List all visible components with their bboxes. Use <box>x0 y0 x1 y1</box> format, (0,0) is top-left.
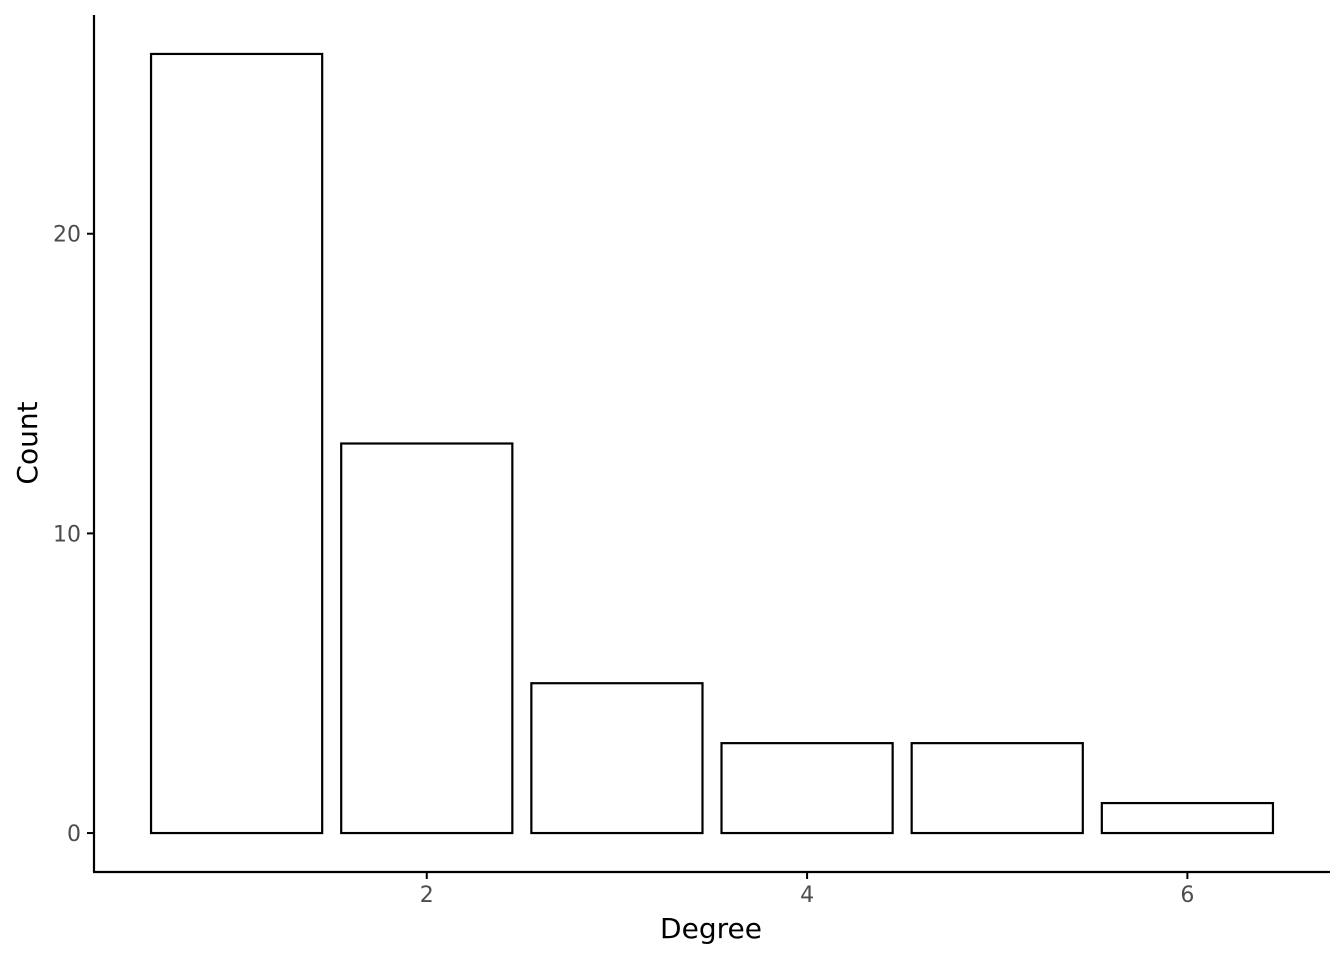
bar-degree-3 <box>530 682 704 835</box>
x-tick-label: 6 <box>1180 883 1194 908</box>
x-axis-ticks: 2 4 6 <box>420 872 1194 908</box>
bar-degree-4 <box>720 742 894 835</box>
x-tick-label: 2 <box>420 883 434 908</box>
y-tick-label: 0 <box>67 822 81 847</box>
bar-degree-6 <box>1100 801 1275 835</box>
bars-group <box>149 52 1275 835</box>
bar-degree-1 <box>149 52 324 835</box>
bar-degree-2 <box>340 442 514 835</box>
x-axis-title: Degree <box>660 912 762 945</box>
bar-degree-5 <box>910 742 1084 835</box>
y-axis-title: Count <box>11 401 44 484</box>
x-tick-label: 4 <box>800 883 814 908</box>
y-axis-ticks: 0 10 20 <box>53 223 94 847</box>
y-tick-label: 20 <box>53 223 81 248</box>
y-tick-label: 10 <box>53 522 81 547</box>
